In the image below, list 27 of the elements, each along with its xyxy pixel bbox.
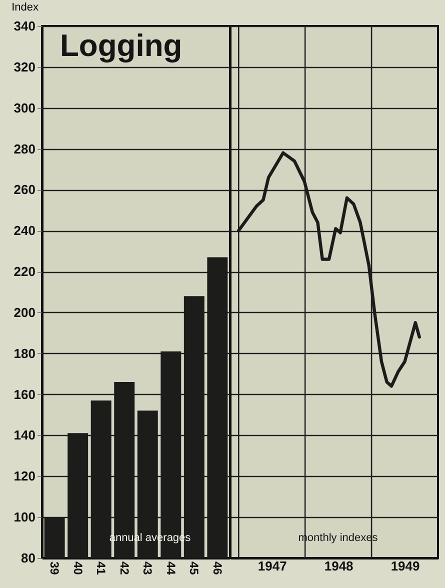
y-tick-label: 120 bbox=[14, 468, 36, 484]
x-tick-label: 45 bbox=[187, 562, 202, 576]
x-tick-label: 40 bbox=[70, 562, 85, 576]
x-tick-label: 1948 bbox=[324, 558, 354, 574]
x-tick-label: 39 bbox=[48, 562, 62, 576]
y-tick-label: 320 bbox=[14, 59, 36, 74]
x-tick-label: 41 bbox=[94, 562, 108, 576]
y-tick-label: 200 bbox=[14, 304, 36, 320]
y-tick-label: 340 bbox=[14, 18, 36, 34]
chart-title: Logging bbox=[60, 28, 182, 63]
x-tick-label: 44 bbox=[164, 562, 178, 576]
x-tick-label: 46 bbox=[210, 562, 224, 576]
x-tick-label: 43 bbox=[140, 562, 155, 576]
y-tick-label: 240 bbox=[14, 223, 36, 238]
y-tick-label: 180 bbox=[14, 346, 36, 361]
y-tick-label: 260 bbox=[14, 182, 36, 198]
y-tick-label: 80 bbox=[21, 550, 36, 566]
x-tick-label: 42 bbox=[117, 562, 132, 576]
y-tick-label: 140 bbox=[14, 428, 36, 443]
y-tick-label: 160 bbox=[14, 386, 36, 402]
y-axis-title: Index bbox=[12, 2, 39, 14]
y-tick-label: 220 bbox=[14, 264, 36, 280]
x-tick-label: 1947 bbox=[258, 558, 287, 574]
x-tick-label: 1949 bbox=[390, 558, 420, 574]
y-tick-label: 100 bbox=[14, 510, 36, 525]
y-tick-label: 280 bbox=[14, 141, 36, 156]
y-tick-label: 300 bbox=[14, 100, 36, 116]
